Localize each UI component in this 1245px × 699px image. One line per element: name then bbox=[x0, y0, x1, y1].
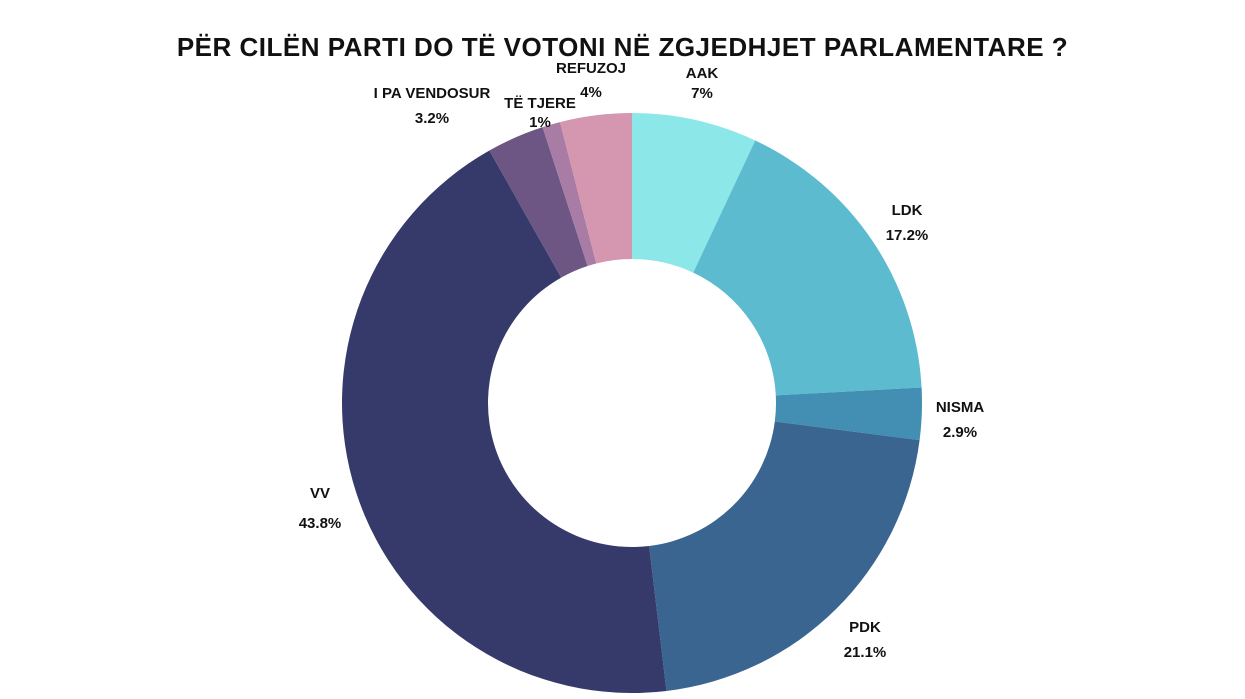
slice-t-tjere bbox=[542, 122, 597, 267]
slice-aak bbox=[632, 113, 756, 273]
chart-title: PËR CILËN PARTI DO TË VOTONI NË ZGJEDHJE… bbox=[176, 32, 1069, 62]
slice-label: AAK bbox=[686, 65, 719, 82]
slice-value-label: 1% bbox=[529, 114, 551, 131]
slice-vv bbox=[342, 150, 667, 694]
slice-label: I PA VENDOSUR bbox=[374, 85, 491, 102]
slice-label: NISMA bbox=[936, 399, 985, 416]
slice-label: REFUZOJ bbox=[556, 60, 626, 77]
slice-refuzoj bbox=[560, 113, 632, 264]
slice-value-label: 21.1% bbox=[844, 644, 887, 661]
slice-value-label: 17.2% bbox=[886, 227, 929, 244]
slice-ldk bbox=[693, 140, 922, 396]
slice-label: PDK bbox=[849, 619, 881, 636]
slice-label: LDK bbox=[892, 202, 923, 219]
slice-value-label: 2.9% bbox=[943, 424, 977, 441]
slice-label: VV bbox=[310, 485, 330, 502]
slice-i-pa-vendosur bbox=[489, 127, 588, 278]
slice-nisma bbox=[774, 387, 923, 441]
slice-value-label: 3.2% bbox=[415, 110, 449, 127]
slice-pdk bbox=[649, 421, 920, 691]
slice-value-label: 43.8% bbox=[299, 515, 342, 532]
slice-value-label: 7% bbox=[691, 85, 713, 102]
slice-value-label: 4% bbox=[580, 84, 602, 101]
slice-label: TË TJERE bbox=[504, 95, 576, 112]
